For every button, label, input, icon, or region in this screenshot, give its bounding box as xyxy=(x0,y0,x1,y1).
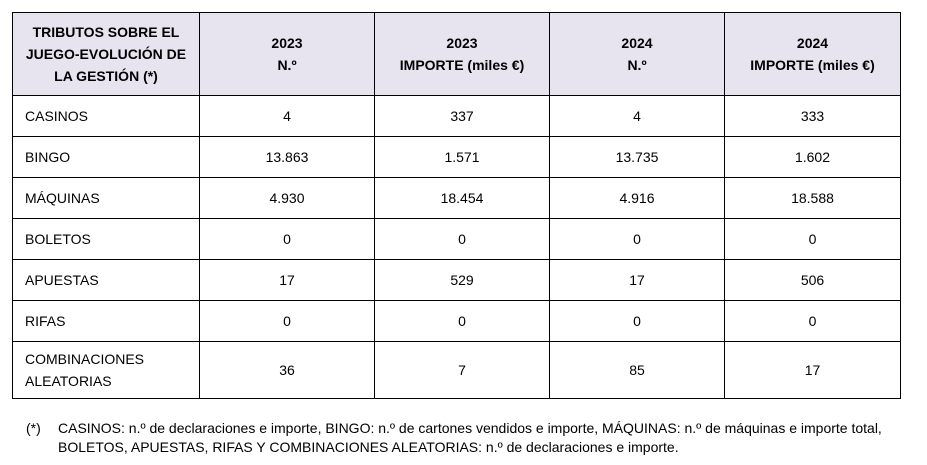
cell-value: 337 xyxy=(374,95,550,137)
cell-value: 7 xyxy=(374,341,550,399)
cell-value: 85 xyxy=(549,341,725,399)
cell-value: 0 xyxy=(374,300,550,342)
cell-value: 4.930 xyxy=(199,177,375,219)
cell-value: 13.735 xyxy=(549,136,725,178)
row-label: BOLETOS xyxy=(12,218,200,260)
table-row: BOLETOS 0 0 0 0 xyxy=(12,218,901,260)
row-label: BINGO xyxy=(12,136,200,178)
cell-value: 529 xyxy=(374,259,550,301)
header-2023-numero: 2023 N.º xyxy=(199,12,375,96)
table-row: BINGO 13.863 1.571 13.735 1.602 xyxy=(12,136,901,178)
row-label: COMBINACIONES ALEATORIAS xyxy=(12,341,200,399)
cell-value: 0 xyxy=(549,300,725,342)
cell-value: 0 xyxy=(724,300,901,342)
cell-value: 4 xyxy=(199,95,375,137)
row-label: APUESTAS xyxy=(12,259,200,301)
cell-value: 0 xyxy=(199,300,375,342)
header-2023-importe: 2023 IMPORTE (miles €) xyxy=(374,12,550,96)
cell-value: 36 xyxy=(199,341,375,399)
footnote-line: BOLETOS, APUESTAS, RIFAS Y COMBINACIONES… xyxy=(58,439,679,455)
cell-value: 18.454 xyxy=(374,177,550,219)
cell-value: 1.602 xyxy=(724,136,901,178)
table-row: COMBINACIONES ALEATORIAS 36 7 85 17 xyxy=(12,341,901,399)
table-row: APUESTAS 17 529 17 506 xyxy=(12,259,901,301)
cell-value: 17 xyxy=(549,259,725,301)
row-label: MÁQUINAS xyxy=(12,177,200,219)
cell-value: 506 xyxy=(724,259,901,301)
table-row: MÁQUINAS 4.930 18.454 4.916 18.588 xyxy=(12,177,901,219)
table-row: RIFAS 0 0 0 0 xyxy=(12,300,901,342)
header-title: TRIBUTOS SOBRE EL JUEGO-EVOLUCIÓN DE LA … xyxy=(12,12,200,96)
cell-value: 4.916 xyxy=(549,177,725,219)
header-2024-numero: 2024 N.º xyxy=(549,12,725,96)
cell-value: 18.588 xyxy=(724,177,901,219)
cell-value: 0 xyxy=(724,218,901,260)
row-label: CASINOS xyxy=(12,95,200,137)
footnote-line: CASINOS: n.º de declaraciones e importe,… xyxy=(58,420,882,436)
cell-value: 333 xyxy=(724,95,901,137)
tributos-juego-table: TRIBUTOS SOBRE EL JUEGO-EVOLUCIÓN DE LA … xyxy=(12,12,901,399)
cell-value: 0 xyxy=(549,218,725,260)
cell-value: 0 xyxy=(199,218,375,260)
footnote: (*) CASINOS: n.º de declaraciones e impo… xyxy=(26,419,921,457)
header-2024-importe: 2024 IMPORTE (miles €) xyxy=(724,12,901,96)
footnote-text: CASINOS: n.º de declaraciones e importe,… xyxy=(58,419,921,457)
row-label: RIFAS xyxy=(12,300,200,342)
footnote-mark: (*) xyxy=(26,420,41,436)
cell-value: 17 xyxy=(724,341,901,399)
cell-value: 0 xyxy=(374,218,550,260)
cell-value: 17 xyxy=(199,259,375,301)
table-row: CASINOS 4 337 4 333 xyxy=(12,95,901,137)
header-row: TRIBUTOS SOBRE EL JUEGO-EVOLUCIÓN DE LA … xyxy=(12,12,901,96)
cell-value: 4 xyxy=(549,95,725,137)
cell-value: 13.863 xyxy=(199,136,375,178)
cell-value: 1.571 xyxy=(374,136,550,178)
